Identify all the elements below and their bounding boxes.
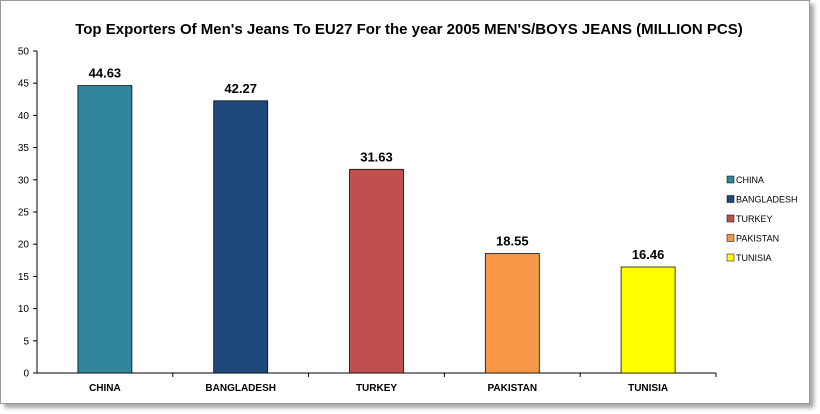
x-tick-label: PAKISTAN	[487, 383, 537, 394]
legend-label-china: CHINA	[736, 175, 764, 185]
y-tick-label: 15	[18, 272, 30, 283]
x-tick-label: TUNISIA	[628, 383, 668, 394]
data-label-pakistan: 18.55	[496, 234, 529, 249]
legend-swatch-turkey	[726, 214, 735, 223]
chart-title: Top Exporters Of Men's Jeans To EU27 For…	[75, 21, 743, 38]
y-tick-label: 35	[18, 143, 30, 154]
bar-pakistan	[484, 253, 540, 374]
x-tick-label: TURKEY	[356, 383, 397, 394]
y-tick-label: 40	[18, 111, 30, 122]
legend: CHINA BANGLADESH TURKEY PAKISTAN TUNISIA	[726, 175, 798, 263]
y-tick-label: 45	[18, 79, 30, 90]
legend-swatch-pakistan	[726, 234, 735, 242]
legend-swatch-china	[726, 175, 735, 184]
legend-swatch-bangladesh	[726, 195, 735, 203]
data-label-bangladesh: 42.27	[224, 81, 257, 96]
x-tick-label: CHINA	[89, 383, 121, 394]
y-axis: 0 5 10 15 20 25 30 35 40 45 50	[18, 47, 38, 380]
y-tick-label: 20	[18, 240, 30, 251]
x-tick-label: BANGLADESH	[205, 383, 276, 394]
bar-tunisia	[620, 266, 676, 374]
legend-label-bangladesh: BANGLADESH	[736, 195, 798, 205]
y-tick-label: 25	[18, 208, 30, 219]
bar-chart: Top Exporters Of Men's Jeans To EU27 For…	[18, 21, 798, 394]
data-label-tunisia: 16.46	[632, 247, 665, 262]
data-labels: 44.63 42.27 31.63 18.55 16.46	[89, 66, 665, 262]
bar-bangladesh	[213, 100, 269, 374]
y-tick-label: 50	[18, 47, 30, 58]
y-tick-label: 5	[23, 336, 29, 347]
data-label-china: 44.63	[89, 66, 122, 81]
legend-label-tunisia: TUNISIA	[736, 253, 772, 263]
bars	[77, 85, 676, 374]
legend-label-turkey: TURKEY	[736, 214, 773, 224]
legend-swatch-tunisia	[726, 253, 735, 262]
bar-turkey	[349, 168, 404, 374]
y-tick-label: 0	[23, 369, 29, 380]
x-axis: CHINA BANGLADESH TURKEY PAKISTAN TUNISIA	[37, 372, 717, 394]
chart-frame: Top Exporters Of Men's Jeans To EU27 For…	[0, 0, 810, 404]
bar-china	[77, 85, 133, 374]
y-tick-label: 10	[18, 304, 30, 315]
data-label-turkey: 31.63	[360, 149, 393, 164]
legend-label-pakistan: PAKISTAN	[736, 234, 779, 244]
y-tick-label: 30	[18, 175, 30, 186]
